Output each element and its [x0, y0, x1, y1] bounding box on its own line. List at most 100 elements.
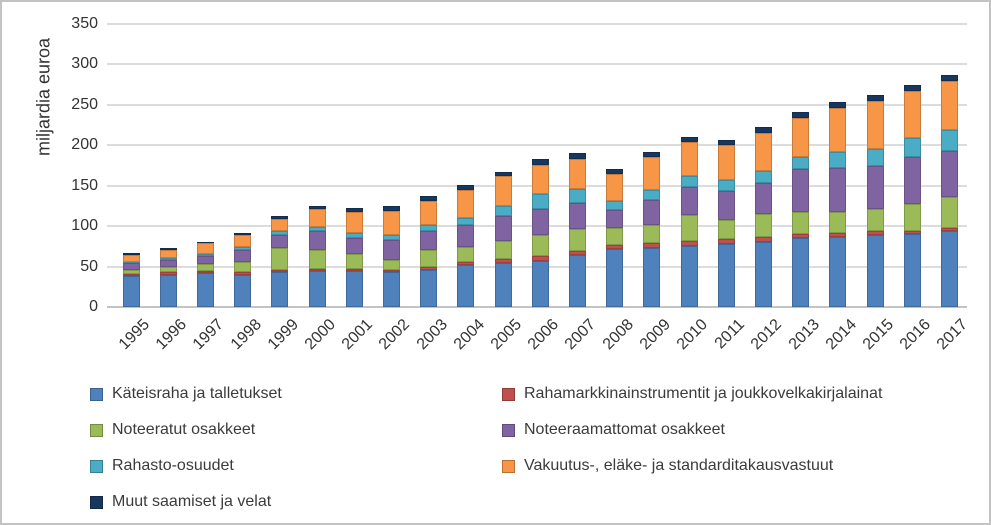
bar-segment — [122, 262, 140, 263]
legend-item: Vakuutus-, eläke- ja standarditakausvast… — [502, 457, 960, 475]
bar-segment — [829, 212, 847, 233]
bar-segment — [643, 225, 661, 244]
bar-segment — [531, 260, 549, 307]
bar-segment — [308, 269, 326, 272]
bar-segment — [345, 233, 363, 239]
bar-segment — [643, 152, 661, 157]
bar-segment — [829, 167, 847, 213]
bar-segment — [829, 102, 847, 109]
bar-segment — [680, 240, 698, 246]
legend-swatch-icon — [90, 459, 103, 473]
y-tick-label: 200 — [71, 136, 98, 154]
bar-segment — [420, 201, 438, 226]
bar-segment — [903, 85, 921, 92]
legend-item: Muut saamiset ja velat — [90, 493, 502, 511]
bar-segment — [531, 159, 549, 165]
bar-segment — [606, 228, 624, 245]
bar-segment — [457, 185, 475, 190]
bar-segment — [234, 272, 252, 275]
bar-segment — [643, 200, 661, 226]
bar-segment — [829, 108, 847, 152]
bar-segment — [568, 251, 586, 256]
bar-segment — [308, 271, 326, 307]
bar-segment — [717, 190, 735, 220]
bar-segment — [494, 258, 512, 263]
gridline — [107, 63, 967, 66]
bar-segment — [903, 157, 921, 205]
bar-segment — [159, 249, 177, 259]
legend-item: Noteeratut osakkeet — [90, 421, 502, 439]
bar-segment — [457, 218, 475, 225]
bar-segment — [122, 254, 140, 263]
y-tick-label: 100 — [71, 217, 98, 235]
bar-segment — [271, 234, 289, 249]
bar-segment — [866, 235, 884, 307]
bar-segment — [717, 145, 735, 181]
bar-segment — [196, 273, 214, 307]
bar-segment — [122, 276, 140, 307]
bar-segment — [196, 270, 214, 274]
bar-segment — [866, 230, 884, 236]
bar-segment — [234, 234, 252, 248]
bar-segment — [457, 262, 475, 265]
bar-segment — [754, 214, 772, 237]
bar-segment — [122, 253, 140, 255]
bar-segment — [643, 156, 661, 190]
bar-segment — [792, 112, 810, 119]
bar-segment — [271, 231, 289, 235]
bar-segment — [308, 250, 326, 270]
bar-segment — [271, 216, 289, 219]
y-tick-label: 300 — [71, 55, 98, 73]
bar-segment — [494, 205, 512, 217]
bar-segment — [308, 205, 326, 209]
bar-segment — [457, 264, 475, 307]
bar-segment — [159, 247, 177, 250]
bar-segment — [866, 95, 884, 101]
bar-segment — [903, 204, 921, 231]
bar-segment — [196, 254, 214, 257]
bar-segment — [382, 272, 400, 307]
bar-segment — [792, 169, 810, 212]
legend-swatch-icon — [502, 423, 515, 437]
bar-segment — [754, 170, 772, 183]
legend-item: Noteeraamattomat osakkeet — [502, 421, 960, 439]
bar-segment — [643, 243, 661, 248]
bar-segment — [829, 151, 847, 168]
bar-segment — [382, 206, 400, 212]
bar-segment — [234, 274, 252, 307]
bar-segment — [940, 228, 958, 231]
gridline — [107, 103, 967, 106]
bar-segment — [531, 208, 549, 235]
bar-segment — [382, 235, 400, 241]
bar-segment — [159, 272, 177, 275]
bar-segment — [271, 248, 289, 271]
bar-segment — [382, 211, 400, 236]
legend-swatch-icon — [90, 423, 103, 437]
bar-segment — [531, 193, 549, 209]
bar-segment — [792, 238, 810, 307]
bar-segment — [234, 249, 252, 262]
bar-segment — [345, 271, 363, 307]
bar-segment — [829, 233, 847, 238]
bar-segment — [606, 244, 624, 249]
bar-segment — [717, 243, 735, 307]
bar-segment — [457, 224, 475, 247]
bar-segment — [643, 247, 661, 307]
bar-segment — [271, 218, 289, 232]
legend-swatch-icon — [502, 387, 515, 401]
bar-segment — [345, 254, 363, 269]
bar-segment — [345, 212, 363, 234]
bar-segment — [234, 247, 252, 250]
bar-segment — [196, 241, 214, 244]
bar-segment — [680, 175, 698, 188]
bar-segment — [903, 230, 921, 235]
bar-segment — [531, 256, 549, 261]
legend-item: Rahasto-osuudet — [90, 457, 502, 475]
bar-segment — [196, 243, 214, 255]
bar-segment — [531, 164, 549, 194]
legend-label: Rahamarkkinainstrumentit ja joukkovelkak… — [524, 385, 883, 402]
bar-segment — [568, 255, 586, 307]
bar-segment — [606, 248, 624, 307]
bar-segment — [308, 230, 326, 251]
bar-segment — [420, 266, 438, 270]
